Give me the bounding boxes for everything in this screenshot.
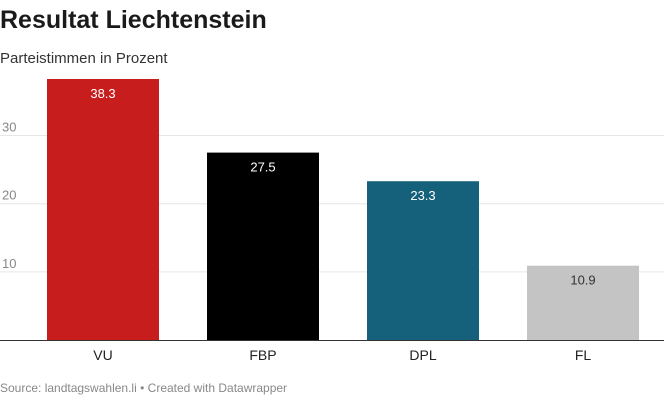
chart-title: Resultat Liechtenstein xyxy=(0,6,267,34)
y-tick-label: 30 xyxy=(2,120,16,135)
footer: Source: landtagswahlen.li • Created with… xyxy=(0,381,287,395)
x-tick-label-dpl: DPL xyxy=(409,347,436,363)
footer-separator: • xyxy=(140,381,145,395)
value-label-vu: 38.3 xyxy=(90,86,115,101)
value-label-fbp: 27.5 xyxy=(250,160,275,175)
x-axis-labels: VU FBP DPL FL xyxy=(93,347,591,363)
chart-subtitle: Parteistimmen in Prozent xyxy=(0,50,168,67)
source-link[interactable]: Source: landtagswahlen.li xyxy=(0,381,137,395)
bar-fbp xyxy=(207,152,319,340)
x-tick-label-fbp: FBP xyxy=(249,347,276,363)
credit-link[interactable]: Created with Datawrapper xyxy=(147,381,288,395)
x-tick-label-vu: VU xyxy=(93,347,112,363)
y-tick-label: 10 xyxy=(2,256,16,271)
bar-vu xyxy=(47,79,159,340)
bar-dpl xyxy=(367,181,479,340)
y-tick-label: 20 xyxy=(2,188,16,203)
bars: 38.3 27.5 23.3 10.9 xyxy=(47,79,639,340)
bar-fl xyxy=(527,265,639,340)
value-label-dpl: 23.3 xyxy=(410,188,435,203)
value-label-fl: 10.9 xyxy=(570,273,595,288)
x-tick-label-fl: FL xyxy=(575,347,592,363)
